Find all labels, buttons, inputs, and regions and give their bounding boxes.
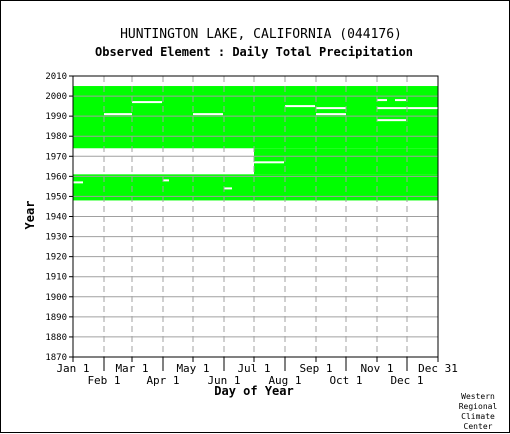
missing-record-11: [254, 161, 284, 164]
x-tick-label: Dec 1: [390, 374, 423, 387]
x-axis-ticks: Jan 1 Mar 1 May 1 Jul 1 Sep 1 Nov 1 Dec 31 Feb …: [56, 357, 458, 387]
coverage-block-0: [73, 86, 438, 149]
x-tick-label: Jul 1: [237, 362, 270, 375]
x-tick-label: Dec 31: [418, 362, 458, 375]
x-tick-label: May 1: [176, 362, 209, 375]
credit-line-4: Center: [464, 422, 493, 431]
y-tick-label: 1890: [45, 313, 67, 323]
y-tick-label: 1900: [45, 293, 67, 303]
y-tick-label: 1990: [45, 112, 67, 122]
missing-record-8: [377, 99, 387, 102]
y-tick-label: 2010: [45, 72, 67, 82]
y-tick-label: 1880: [45, 333, 67, 343]
x-tick-label: Oct 1: [329, 374, 362, 387]
x-tick-label: Sep 1: [299, 362, 332, 375]
credit-line-3: Climate: [461, 412, 495, 421]
missing-record-13: [224, 187, 232, 190]
missing-record-10: [224, 149, 253, 152]
x-tick-label: Apr 1: [146, 374, 179, 387]
y-axis-label: Year: [23, 201, 37, 230]
missing-record-9: [395, 99, 406, 102]
y-tick-label: 1870: [45, 353, 67, 363]
x-tick-label: Jun 1: [207, 374, 240, 387]
y-tick-label: 1980: [45, 132, 67, 142]
y-tick-label: 1910: [45, 273, 67, 283]
y-tick-label: 2000: [45, 92, 67, 102]
missing-record-0: [104, 113, 132, 116]
chart-subtitle: Observed Element : Daily Total Precipita…: [95, 45, 413, 59]
y-tick-label: 1940: [45, 213, 67, 223]
missing-record-3: [285, 105, 315, 108]
credit-line-2: Regional: [459, 402, 498, 411]
missing-record-7: [377, 119, 406, 122]
missing-record-4: [316, 107, 346, 110]
x-tick-label: Aug 1: [268, 374, 301, 387]
data-coverage-layer: [73, 86, 438, 201]
missing-record-14: [73, 181, 83, 184]
missing-record-2: [193, 113, 223, 116]
missing-record-5: [316, 113, 346, 116]
chart-title: HUNTINGTON LAKE, CALIFORNIA (044176): [120, 27, 402, 42]
y-tick-label: 1930: [45, 233, 67, 243]
credit-line-1: Western: [461, 392, 495, 401]
y-tick-label: 1950: [45, 192, 67, 202]
x-tick-label: Mar 1: [115, 362, 148, 375]
missing-record-1: [132, 101, 162, 104]
x-tick-label: Jan 1: [56, 362, 89, 375]
y-tick-label: 1970: [45, 152, 67, 162]
y-tick-label: 1960: [45, 172, 67, 182]
y-axis-ticks: 1870 1880 1890 1900 1910 1920 1930 1940 1950 1960…: [45, 72, 73, 363]
missing-record-12: [163, 179, 169, 182]
x-tick-label: Nov 1: [360, 362, 393, 375]
x-tick-label: Feb 1: [87, 374, 120, 387]
x-axis-label: Day of Year: [214, 384, 293, 398]
y-tick-label: 1920: [45, 253, 67, 263]
